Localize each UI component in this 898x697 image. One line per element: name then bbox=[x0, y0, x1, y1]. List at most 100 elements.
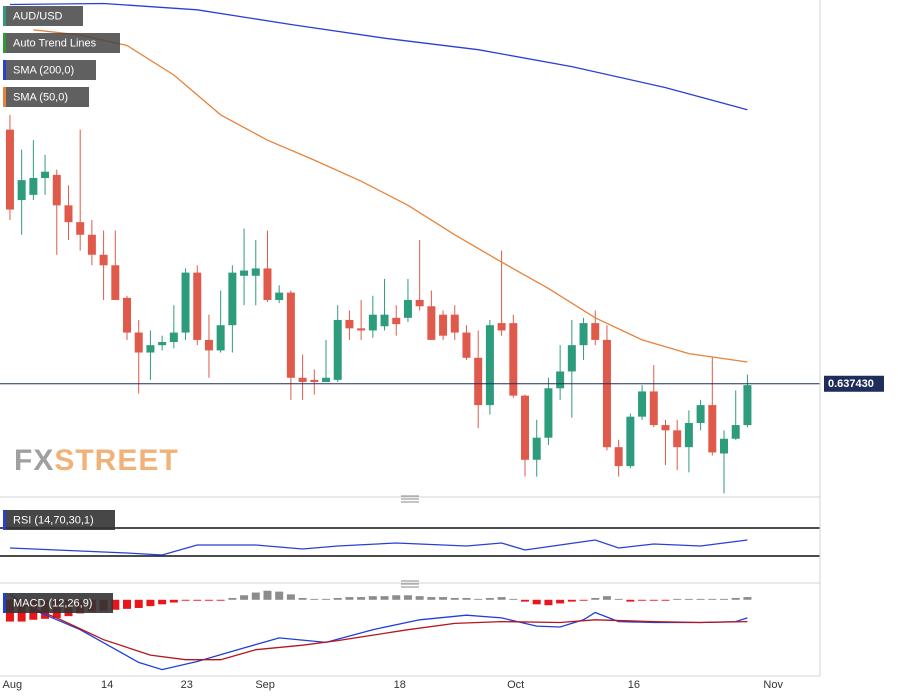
rsi-title: RSI (14,70,30,1) bbox=[13, 514, 94, 526]
legend-box[interactable] bbox=[3, 510, 115, 530]
candle-body bbox=[111, 265, 120, 300]
histogram-bar bbox=[544, 599, 553, 606]
candle-body bbox=[123, 297, 132, 333]
histogram-bar bbox=[275, 591, 284, 600]
candle-body bbox=[263, 268, 272, 300]
candle-body bbox=[322, 377, 331, 382]
candle-body bbox=[439, 314, 448, 336]
candle-body bbox=[87, 234, 96, 255]
indicator-line bbox=[9, 599, 748, 661]
histogram-bar bbox=[216, 599, 225, 601]
watermark: FXSTREET bbox=[14, 444, 179, 477]
x-tick-label: Oct bbox=[507, 679, 524, 691]
candle-body bbox=[52, 174, 61, 206]
legend-swatch bbox=[3, 6, 6, 26]
candle-body bbox=[193, 272, 202, 340]
resize-handle[interactable] bbox=[401, 580, 419, 588]
legend-label: AUD/USD bbox=[13, 10, 63, 22]
candle-body bbox=[403, 299, 412, 318]
histogram-bar bbox=[193, 599, 202, 601]
candle-body bbox=[532, 437, 541, 460]
histogram-bar bbox=[743, 597, 752, 600]
candle-body bbox=[614, 447, 623, 467]
candle-body bbox=[720, 438, 729, 454]
histogram-bar bbox=[602, 596, 611, 600]
candle-body bbox=[661, 425, 670, 431]
histogram-bar bbox=[673, 598, 682, 600]
candle-body bbox=[450, 314, 459, 333]
candle-body bbox=[392, 317, 401, 325]
histogram-bar bbox=[614, 598, 623, 600]
histogram-bar bbox=[708, 598, 717, 600]
legend-swatch bbox=[3, 593, 6, 613]
candle-body bbox=[521, 395, 530, 460]
candle-body bbox=[169, 332, 178, 343]
histogram-bar bbox=[521, 599, 530, 602]
candle-body bbox=[99, 254, 108, 266]
candle-body bbox=[731, 425, 740, 439]
legend-box[interactable] bbox=[3, 33, 120, 53]
histogram-bar bbox=[696, 598, 705, 600]
candle-body bbox=[497, 323, 506, 331]
candle-body bbox=[485, 325, 494, 406]
histogram-bar bbox=[638, 599, 647, 601]
indicator-line bbox=[33, 29, 748, 363]
histogram-bar bbox=[579, 599, 588, 601]
candle-body bbox=[333, 319, 342, 380]
legend-box[interactable] bbox=[3, 593, 113, 613]
legend-swatch bbox=[3, 33, 6, 53]
candle-body bbox=[684, 422, 693, 448]
candle-body bbox=[696, 405, 705, 423]
histogram-bar bbox=[415, 596, 424, 600]
histogram-bar bbox=[345, 597, 354, 600]
histogram-bar bbox=[485, 597, 494, 600]
candle-body bbox=[743, 385, 752, 426]
indicator-line bbox=[9, 593, 748, 671]
candle-body bbox=[158, 342, 167, 346]
legend-box[interactable] bbox=[3, 60, 96, 80]
candle-body bbox=[556, 371, 565, 389]
candle-body bbox=[216, 325, 225, 351]
legend-label: SMA (200,0) bbox=[13, 64, 74, 76]
candle-body bbox=[251, 268, 260, 276]
candle-body bbox=[427, 306, 436, 340]
histogram-bar bbox=[298, 597, 307, 600]
histogram-bar bbox=[240, 595, 249, 600]
candle-body bbox=[626, 416, 635, 467]
candle-body bbox=[310, 379, 319, 382]
histogram-bar bbox=[357, 597, 366, 600]
candle-body bbox=[567, 345, 576, 372]
histogram-bar bbox=[134, 599, 143, 608]
histogram-bar bbox=[720, 598, 729, 600]
histogram-bar bbox=[591, 597, 600, 600]
histogram-bar bbox=[556, 599, 565, 604]
histogram-bar bbox=[439, 597, 448, 600]
histogram-bar bbox=[146, 599, 155, 607]
resize-handle[interactable] bbox=[401, 495, 419, 503]
histogram-bar bbox=[626, 599, 635, 602]
histogram-bar bbox=[204, 599, 213, 601]
candle-body bbox=[462, 332, 471, 358]
histogram-bar bbox=[474, 598, 483, 600]
candle-body bbox=[544, 388, 553, 438]
candle-body bbox=[579, 323, 588, 346]
histogram-bar bbox=[181, 599, 190, 601]
candle-body bbox=[204, 339, 213, 351]
histogram-bar bbox=[263, 590, 272, 600]
legend-swatch bbox=[3, 87, 6, 107]
legend-swatch bbox=[3, 60, 6, 80]
candle-body bbox=[380, 314, 389, 327]
histogram-bar bbox=[123, 599, 132, 609]
candle-body bbox=[649, 391, 658, 426]
histogram-bar bbox=[169, 599, 178, 603]
histogram-bar bbox=[731, 597, 740, 600]
candle-body bbox=[146, 345, 155, 353]
legend-box[interactable] bbox=[3, 87, 89, 107]
legend-box[interactable] bbox=[3, 6, 83, 26]
candle-body bbox=[181, 272, 190, 333]
histogram-bar bbox=[567, 599, 576, 602]
legend-label: SMA (50,0) bbox=[13, 91, 68, 103]
histogram-bar bbox=[333, 597, 342, 600]
